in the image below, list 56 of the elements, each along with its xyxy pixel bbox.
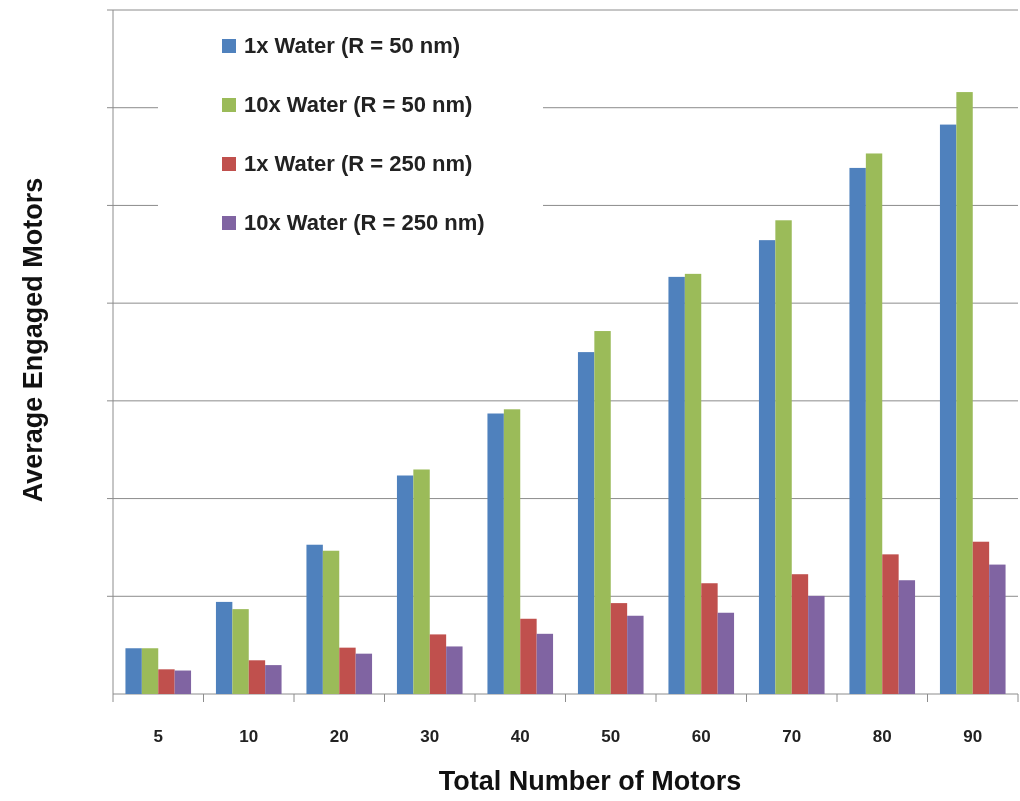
bar [355, 653, 373, 694]
bar [627, 615, 644, 694]
bar [610, 603, 628, 694]
bar [215, 601, 233, 694]
bar [446, 646, 463, 694]
x-tick-label: 20 [329, 727, 349, 747]
bar [956, 92, 973, 694]
legend-label: 1x Water (R = 50 nm) [244, 32, 461, 58]
x-tick-label: 10 [239, 727, 259, 747]
x-tick-label: 5 [153, 727, 163, 747]
bar [339, 647, 356, 694]
bar [536, 633, 554, 694]
bar [939, 124, 957, 694]
bar [594, 331, 611, 694]
bar [717, 612, 735, 694]
x-tick-label: 40 [510, 727, 530, 747]
legend-label: 1x Water (R = 250 nm) [244, 150, 473, 176]
bar [174, 670, 192, 694]
bar [503, 409, 521, 694]
bar [487, 413, 504, 694]
bar [849, 167, 866, 694]
bar [322, 550, 340, 694]
bar [577, 352, 595, 694]
x-tick-label: 70 [782, 727, 802, 747]
bar [989, 564, 1006, 694]
bar [882, 554, 899, 694]
bar [265, 665, 282, 694]
bar [758, 240, 776, 694]
bar [701, 583, 718, 694]
bar [791, 574, 809, 694]
bar [248, 660, 266, 694]
bar [898, 580, 916, 694]
bar [972, 541, 990, 694]
x-tick-label: 30 [420, 727, 440, 747]
bar [684, 273, 702, 694]
y-axis-title: Average Engaged Motors [18, 177, 49, 503]
bar [306, 544, 323, 694]
legend-label: 10x Water (R = 250 nm) [244, 209, 485, 235]
bar [865, 153, 883, 694]
x-tick-label: 90 [963, 727, 983, 747]
x-axis-title: Total Number of Motors [438, 766, 742, 797]
x-tick-label: 50 [601, 727, 621, 747]
x-tick-label: 60 [691, 727, 711, 747]
bar [158, 669, 175, 694]
bar [808, 595, 825, 694]
legend-label: 10x Water (R = 50 nm) [244, 91, 473, 117]
bar [413, 469, 430, 694]
bar [775, 220, 792, 694]
bar [520, 618, 537, 694]
bar [429, 634, 447, 694]
bar [232, 609, 249, 694]
x-tick-label: 80 [872, 727, 892, 747]
bar [125, 648, 142, 694]
bar [668, 276, 685, 694]
bar [396, 475, 414, 694]
bar [141, 648, 159, 694]
